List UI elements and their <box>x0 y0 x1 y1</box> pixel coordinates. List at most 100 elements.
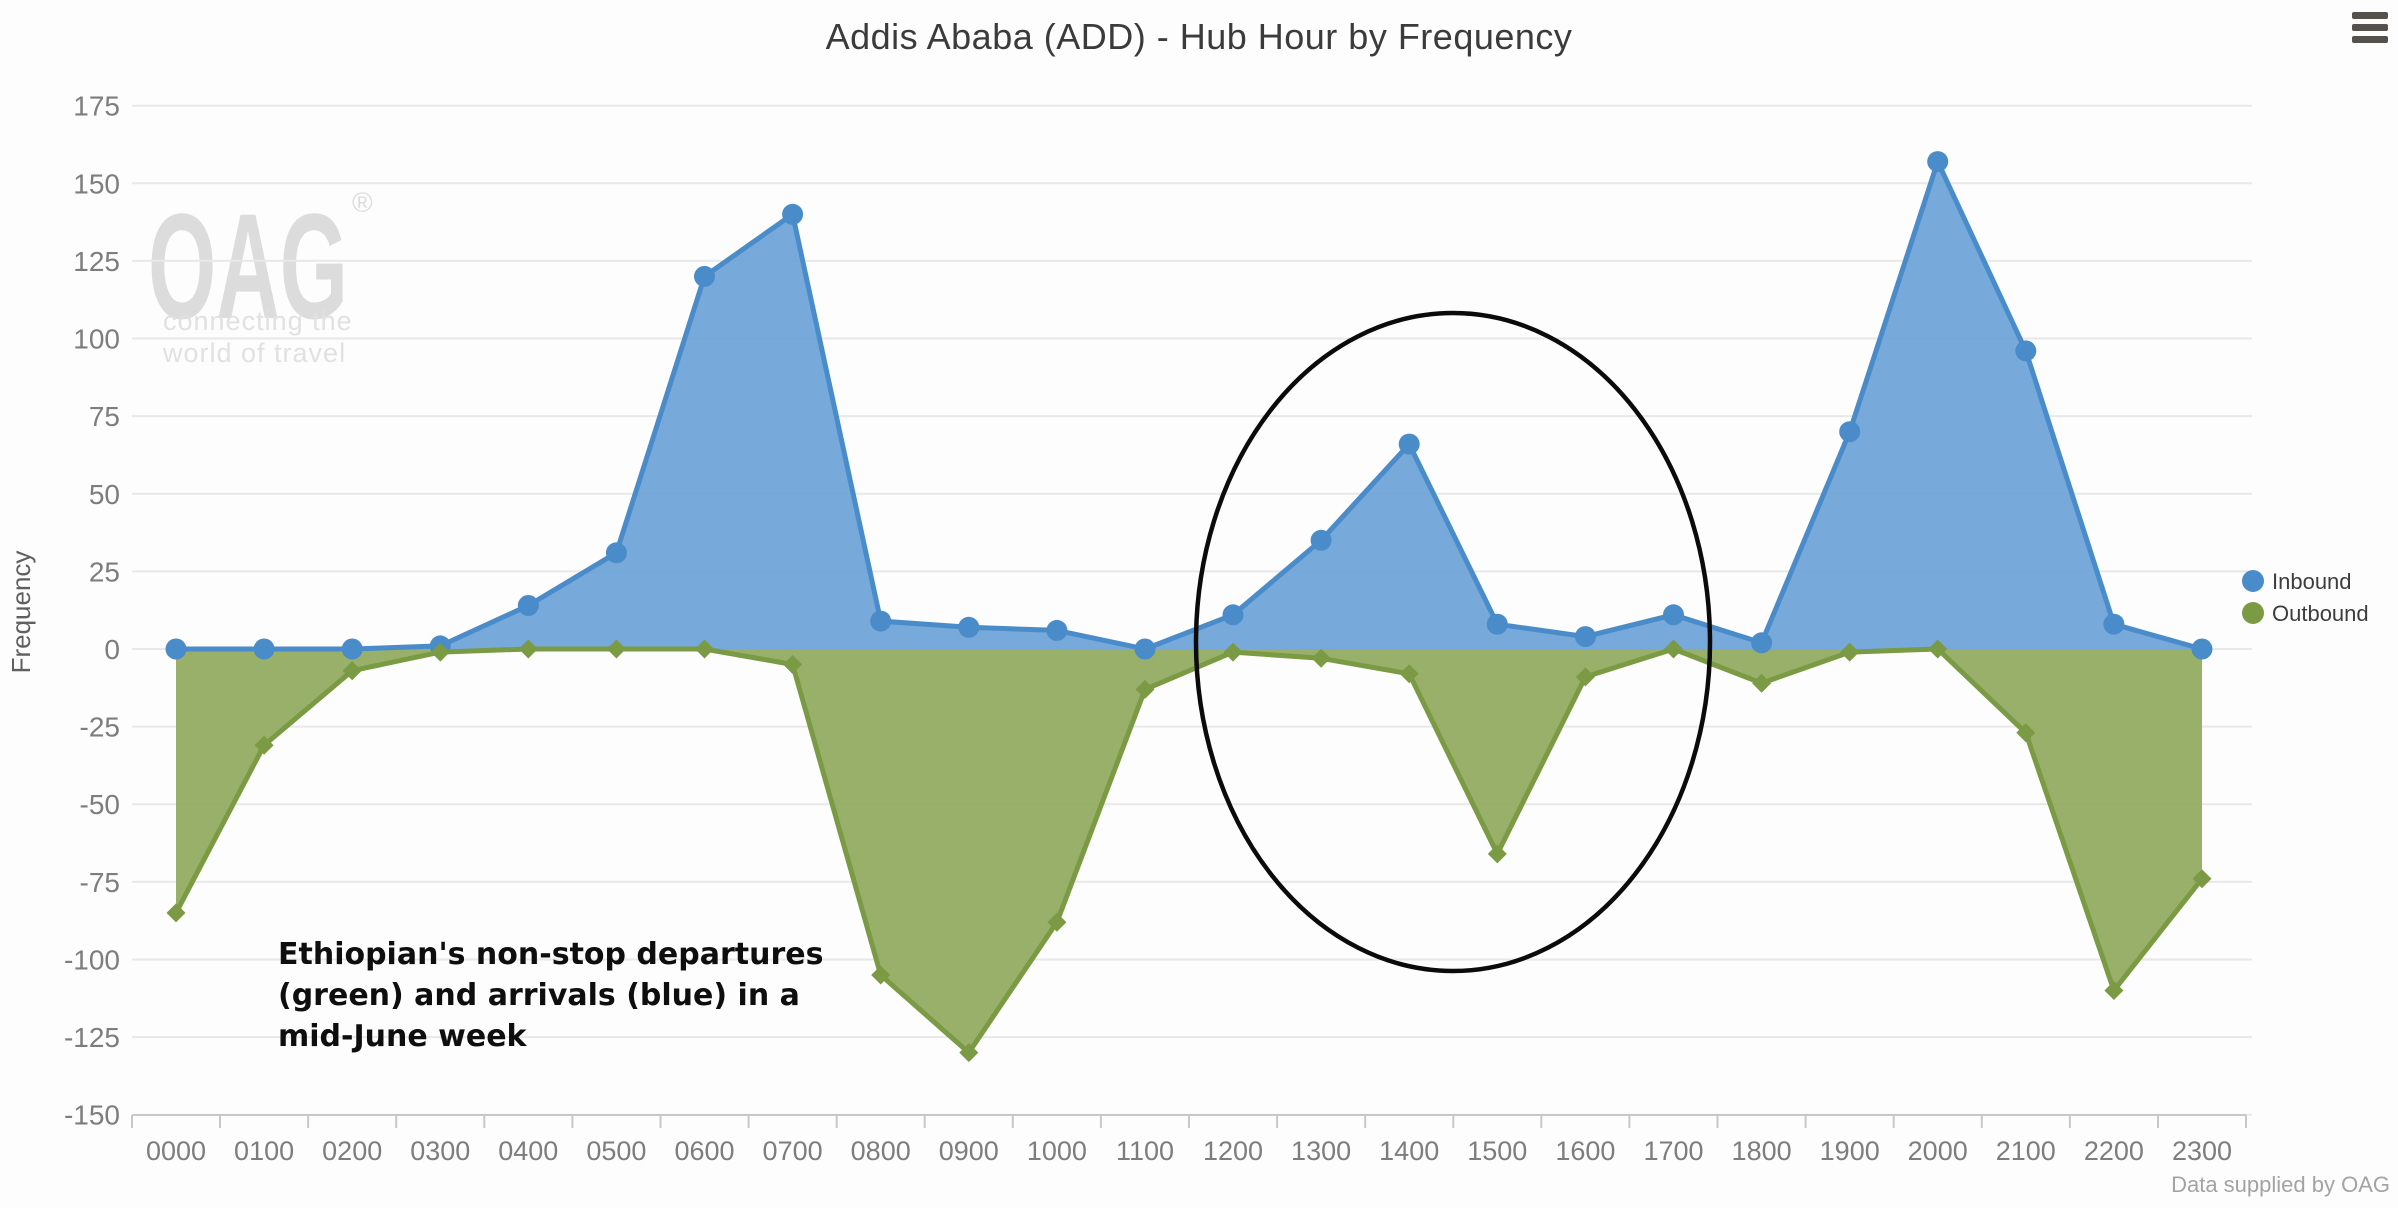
x-tick-label: 1000 <box>1027 1136 1087 1166</box>
outbound-point-1500 <box>1487 844 1507 864</box>
inbound-point-1700 <box>1663 604 1684 626</box>
menu-icon[interactable] <box>2352 12 2388 43</box>
y-axis-title: Frequency <box>6 551 36 674</box>
inbound-point-0500 <box>605 542 627 564</box>
outbound-point-0600 <box>695 639 714 659</box>
inbound-point-0600 <box>694 265 715 287</box>
menu-bar <box>2352 12 2388 19</box>
inbound-point-1300 <box>1310 529 1332 551</box>
y-tick-label: 100 <box>73 324 120 355</box>
inbound-point-1100 <box>1134 638 1156 660</box>
outbound-point-1100 <box>1135 679 1155 699</box>
outbound-point-0300 <box>430 642 450 662</box>
inbound-area <box>176 161 2202 649</box>
x-tick-label: 1800 <box>1732 1136 1792 1166</box>
oag-watermark-tagline: world of travel <box>162 338 346 368</box>
x-tick-label: 0400 <box>498 1136 558 1166</box>
inbound-point-0000 <box>165 638 187 660</box>
inbound-point-2200 <box>2103 613 2125 635</box>
outbound-point-1000 <box>1047 912 1067 932</box>
y-tick-label: -25 <box>80 712 120 743</box>
legend-swatch-outbound <box>2242 602 2264 624</box>
x-tick-label: 1100 <box>1116 1136 1174 1166</box>
x-tick-label: 1700 <box>1643 1136 1703 1166</box>
menu-bar <box>2352 24 2388 31</box>
x-tick-label: 0500 <box>586 1136 646 1166</box>
outbound-point-0200 <box>342 661 362 681</box>
y-tick-label: -75 <box>80 867 120 898</box>
outbound-point-2300 <box>2192 869 2212 889</box>
outbound-point-1400 <box>1399 664 1419 684</box>
y-tick-label: 175 <box>73 91 120 122</box>
legend-label-inbound[interactable]: Inbound <box>2272 569 2352 594</box>
inbound-point-1600 <box>1574 626 1596 648</box>
outbound-point-0500 <box>606 639 626 659</box>
inbound-point-1200 <box>1222 604 1244 626</box>
y-tick-label: -50 <box>80 789 120 820</box>
outbound-point-2100 <box>2016 723 2036 743</box>
y-tick-label: 0 <box>104 634 120 665</box>
x-tick-label: 0000 <box>146 1136 206 1166</box>
x-tick-label: 1300 <box>1291 1136 1351 1166</box>
x-tick-label: 2100 <box>1996 1136 2056 1166</box>
legend-label-outbound[interactable]: Outbound <box>2272 601 2369 626</box>
inbound-point-0100 <box>253 638 275 660</box>
x-tick-label: 1500 <box>1467 1136 1527 1166</box>
inbound-point-0800 <box>870 610 892 632</box>
outbound-point-1600 <box>1575 667 1595 687</box>
inbound-line <box>176 159 2203 652</box>
outbound-line <box>173 646 2204 1056</box>
inbound-point-1500 <box>1486 613 1508 635</box>
y-tick-label: 75 <box>89 401 120 432</box>
outbound-point-0000 <box>166 903 186 923</box>
inbound-point-1400 <box>1398 433 1420 455</box>
x-tick-label: 0900 <box>939 1136 999 1166</box>
outbound-point-0900 <box>959 1043 979 1063</box>
x-tick-label: 0800 <box>851 1136 911 1166</box>
registered-mark-icon: ® <box>352 187 373 218</box>
outbound-point-1700 <box>1664 639 1683 659</box>
outbound-point-1200 <box>1223 642 1243 662</box>
x-tick-label: 1200 <box>1203 1136 1263 1166</box>
inbound-point-0200 <box>341 638 363 660</box>
legend-swatch-inbound <box>2242 570 2264 592</box>
inbound-point-1800 <box>1751 632 1773 654</box>
inbound-point-0900 <box>958 616 980 638</box>
outbound-point-2200 <box>2104 981 2124 1000</box>
y-tick-label: -100 <box>64 945 120 976</box>
y-tick-label: -125 <box>64 1022 120 1053</box>
x-tick-label: 0700 <box>763 1136 823 1166</box>
inbound-point-0700 <box>782 203 804 225</box>
menu-bar <box>2352 36 2388 43</box>
inbound-point-2000 <box>1927 151 1949 173</box>
highlight-ellipse <box>1193 310 1713 974</box>
y-tick-label: 125 <box>73 246 120 277</box>
inbound-point-1000 <box>1046 619 1068 641</box>
x-tick-label: 1600 <box>1555 1136 1615 1166</box>
x-tick-label: 0300 <box>410 1136 470 1166</box>
x-tick-label: 2300 <box>2172 1136 2232 1166</box>
x-tick-label: 2000 <box>1908 1136 1968 1166</box>
x-tick-label: 0200 <box>322 1136 382 1166</box>
x-tick-label: 1900 <box>1820 1136 1880 1166</box>
y-tick-label: 25 <box>89 556 120 587</box>
inbound-point-1900 <box>1839 421 1861 443</box>
inbound-point-0400 <box>517 595 539 616</box>
outbound-point-0100 <box>254 735 274 755</box>
outbound-point-1800 <box>1752 673 1772 693</box>
outbound-point-0800 <box>871 965 891 985</box>
oag-watermark-logo: OAG <box>148 182 348 350</box>
inbound-point-2100 <box>2015 340 2037 362</box>
outbound-area <box>176 649 2202 1053</box>
x-tick-label: 2200 <box>2084 1136 2144 1166</box>
outbound-point-0400 <box>518 639 538 659</box>
y-tick-label: 150 <box>73 168 120 199</box>
y-tick-label: 50 <box>89 479 120 510</box>
outbound-point-0700 <box>783 655 803 674</box>
outbound-point-2000 <box>1928 639 1948 659</box>
x-tick-label: 0100 <box>234 1136 294 1166</box>
x-tick-label: 0600 <box>674 1136 734 1166</box>
oag-watermark-tagline: connecting the <box>163 306 353 336</box>
